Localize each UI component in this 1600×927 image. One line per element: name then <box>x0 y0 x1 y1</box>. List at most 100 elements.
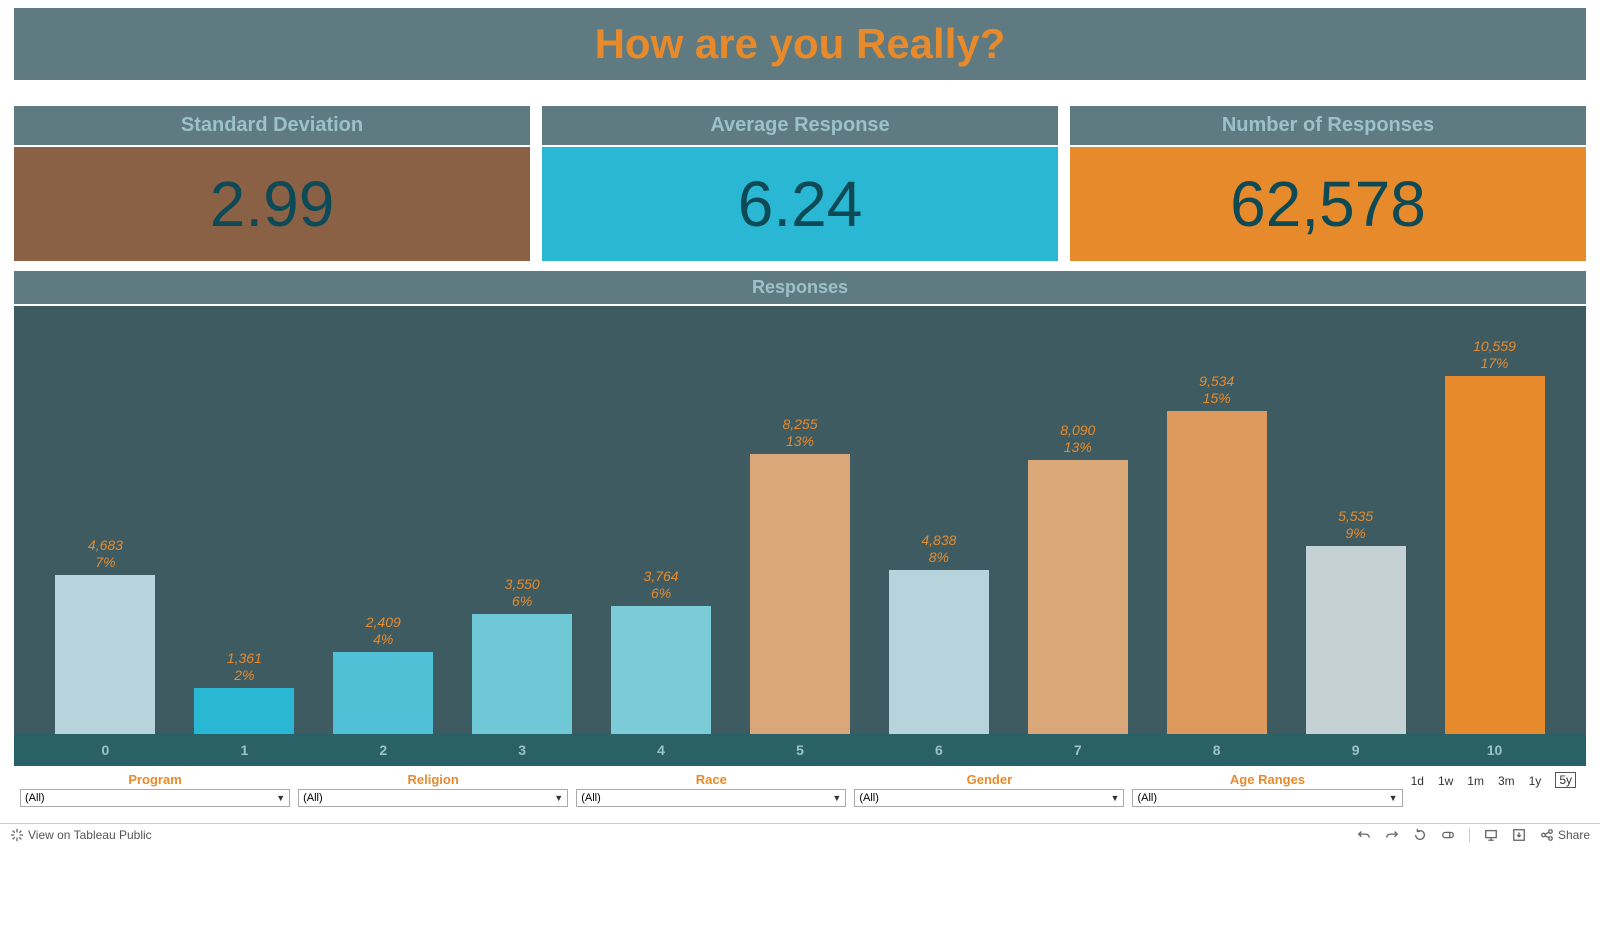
x-axis: 012345678910 <box>14 734 1586 766</box>
filter-value: (All) <box>859 792 879 804</box>
kpi-value-text: 2.99 <box>210 168 335 240</box>
divider <box>1469 828 1470 842</box>
bar-label: 8,25513% <box>782 416 817 450</box>
bar[interactable] <box>1167 411 1267 734</box>
kpi-value-text: 6.24 <box>738 168 863 240</box>
chart-title: Responses <box>752 277 848 297</box>
bar-label: 1,3612% <box>227 650 262 684</box>
bar[interactable] <box>1445 376 1545 734</box>
time-range: 1d 1w 1m 3m 1y 5y <box>1411 772 1580 790</box>
filter: Program (All) ▼ <box>20 772 290 807</box>
kpi-card: Standard Deviation 2.99 <box>14 106 530 261</box>
filter-value: (All) <box>303 792 323 804</box>
filter-label: Age Ranges <box>1132 772 1402 787</box>
dashboard-title: How are you Really? <box>14 20 1586 68</box>
pause-button[interactable] <box>1441 828 1455 842</box>
share-icon <box>1540 828 1554 842</box>
x-tick: 6 <box>869 742 1008 758</box>
bar[interactable] <box>1306 546 1406 734</box>
bar[interactable] <box>889 570 989 734</box>
bar-column: 8,09013% <box>1008 306 1147 734</box>
filter-value: (All) <box>1137 792 1157 804</box>
footer-toolbar: View on Tableau Public Share <box>0 823 1600 846</box>
filter-select[interactable]: (All) ▼ <box>854 789 1124 807</box>
filter: Race (All) ▼ <box>576 772 846 807</box>
filter-label: Race <box>576 772 846 787</box>
tableau-icon <box>10 828 24 842</box>
bar-label: 2,4094% <box>366 614 401 648</box>
filter-select[interactable]: (All) ▼ <box>298 789 568 807</box>
filter-select[interactable]: (All) ▼ <box>1132 789 1402 807</box>
pause-icon <box>1441 828 1455 842</box>
chevron-down-icon: ▼ <box>1389 793 1398 803</box>
bar-label: 4,6837% <box>88 537 123 571</box>
filter-label: Program <box>20 772 290 787</box>
filter: Religion (All) ▼ <box>298 772 568 807</box>
time-range-item[interactable]: 1w <box>1438 774 1453 788</box>
chevron-down-icon: ▼ <box>554 793 563 803</box>
bar-column: 4,6837% <box>36 306 175 734</box>
kpi-value-text: 62,578 <box>1230 168 1426 240</box>
bar-column: 3,7646% <box>592 306 731 734</box>
chevron-down-icon: ▼ <box>276 793 285 803</box>
bar[interactable] <box>750 454 850 734</box>
kpi-header: Average Response <box>542 106 1058 145</box>
filter-value: (All) <box>581 792 601 804</box>
bar[interactable] <box>55 575 155 734</box>
bar[interactable] <box>194 688 294 734</box>
bar[interactable] <box>333 652 433 734</box>
time-range-item[interactable]: 1d <box>1411 774 1424 788</box>
bar-column: 5,5359% <box>1286 306 1425 734</box>
kpi-header: Standard Deviation <box>14 106 530 145</box>
chart-section: Responses 4,6837% 1,3612% 2,4094% 3,5506… <box>14 271 1586 766</box>
filters-row: Program (All) ▼ Religion (All) ▼ Race (A… <box>14 772 1586 807</box>
redo-button[interactable] <box>1385 828 1399 842</box>
x-tick: 5 <box>731 742 870 758</box>
share-label: Share <box>1558 828 1590 842</box>
kpi-value: 6.24 <box>542 145 1058 261</box>
kpi-label: Average Response <box>710 114 889 136</box>
title-bar: How are you Really? <box>14 8 1586 80</box>
filter-select[interactable]: (All) ▼ <box>20 789 290 807</box>
x-tick: 1 <box>175 742 314 758</box>
x-tick: 2 <box>314 742 453 758</box>
chevron-down-icon: ▼ <box>832 793 841 803</box>
kpi-header: Number of Responses <box>1070 106 1586 145</box>
kpi-label: Standard Deviation <box>181 114 363 136</box>
kpi-card: Average Response 6.24 <box>542 106 1058 261</box>
time-range-item[interactable]: 1m <box>1467 774 1484 788</box>
download-button[interactable] <box>1512 828 1526 842</box>
bar-column: 9,53415% <box>1147 306 1286 734</box>
view-on-tableau-button[interactable]: View on Tableau Public <box>10 828 152 842</box>
bar[interactable] <box>1028 460 1128 734</box>
bar[interactable] <box>611 606 711 734</box>
chart-area: 4,6837% 1,3612% 2,4094% 3,5506% 3,7646% … <box>14 304 1586 734</box>
undo-icon <box>1357 828 1371 842</box>
x-tick: 9 <box>1286 742 1425 758</box>
filter: Age Ranges (All) ▼ <box>1132 772 1402 807</box>
filter-select[interactable]: (All) ▼ <box>576 789 846 807</box>
filter-label: Gender <box>854 772 1124 787</box>
filter-value: (All) <box>25 792 45 804</box>
x-tick: 3 <box>453 742 592 758</box>
bar[interactable] <box>472 614 572 734</box>
bar-label: 8,09013% <box>1060 422 1095 456</box>
time-range-item[interactable]: 3m <box>1498 774 1515 788</box>
view-on-tableau-label: View on Tableau Public <box>28 828 152 842</box>
x-tick: 10 <box>1425 742 1564 758</box>
x-tick: 4 <box>592 742 731 758</box>
kpi-value: 2.99 <box>14 145 530 261</box>
kpi-label: Number of Responses <box>1222 114 1434 136</box>
share-button[interactable]: Share <box>1540 828 1590 842</box>
undo-button[interactable] <box>1357 828 1371 842</box>
download-icon <box>1512 828 1526 842</box>
time-range-item[interactable]: 1y <box>1529 774 1542 788</box>
filter-label: Religion <box>298 772 568 787</box>
presentation-button[interactable] <box>1484 828 1498 842</box>
replay-button[interactable] <box>1413 828 1427 842</box>
time-range-item[interactable]: 5y <box>1555 772 1576 788</box>
kpi-row: Standard Deviation 2.99 Average Response… <box>14 106 1586 261</box>
bar-label: 3,5506% <box>505 576 540 610</box>
kpi-value: 62,578 <box>1070 145 1586 261</box>
bar-label: 4,8388% <box>921 532 956 566</box>
